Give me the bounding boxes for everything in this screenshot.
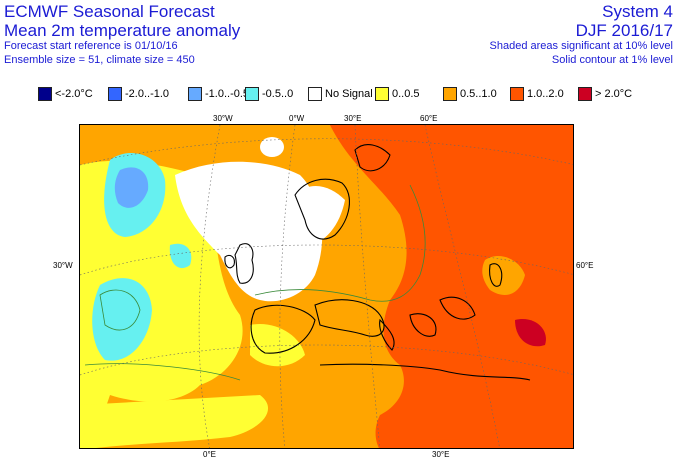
legend-swatch [578, 87, 592, 101]
significance-contour-central [254, 274, 421, 302]
legend-label: > 2.0°C [595, 88, 633, 100]
shading-note: Shaded areas significant at 10% level [489, 40, 673, 52]
coastline-ireland [224, 254, 235, 269]
lon-label-0w-top: 0°W [289, 114, 305, 123]
lon-label-30e-bottom: 30°E [432, 450, 450, 459]
legend-label: 1.0..2.0 [527, 88, 564, 100]
anomaly-zone-slight-cool-mid [169, 243, 192, 269]
anomaly-zone-no-signal-iceland [260, 137, 284, 157]
coastline-iberia [250, 304, 316, 354]
ensemble-info: Ensemble size = 51, climate size = 450 [4, 54, 195, 66]
coastline-italy [379, 318, 395, 351]
legend-label: -2.0..-1.0 [125, 88, 170, 100]
graticule-meridian-0 [279, 125, 296, 448]
legend-swatch [308, 87, 322, 101]
legend-label: 0..0.5 [392, 88, 420, 100]
significance-contour-north [409, 184, 426, 276]
coastline-caspian-sea [489, 263, 503, 287]
coastline-balkans [409, 313, 437, 337]
anomaly-map [79, 124, 574, 449]
graticule-meridian-30e [354, 125, 381, 448]
legend-swatch [38, 87, 52, 101]
anomaly-zone-slight-cool-south [92, 278, 152, 361]
graticule-meridian-30w [198, 125, 221, 448]
coastline-great-britain [234, 243, 254, 284]
lon-label-30e-top: 30°E [344, 114, 362, 123]
legend-swatch [375, 87, 389, 101]
legend-swatch [245, 87, 259, 101]
lat-label-right: 60°E [576, 261, 594, 270]
contour-note: Solid contour at 1% level [551, 54, 673, 66]
legend-swatch [108, 87, 122, 101]
lon-label-60e-top: 60°E [420, 114, 438, 123]
forecast-title: ECMWF Seasonal Forecast [4, 2, 215, 21]
anomaly-zone-very-warm [515, 319, 546, 347]
anomaly-zone-no-signal-scandinavia [295, 185, 345, 245]
significance-contour-atlantic [99, 289, 141, 331]
legend-label: No Signal [325, 88, 373, 100]
legend-label: 0.5..1.0 [460, 88, 497, 100]
anomaly-zone-cool [114, 167, 149, 208]
anomaly-zone-warm-caspian [482, 255, 525, 295]
map-canvas [80, 125, 573, 448]
graticule-parallel-3 [80, 138, 573, 166]
lat-label-left: 30°W [53, 261, 73, 270]
variable-title: Mean 2m temperature anomaly [4, 21, 241, 40]
graticule-parallel-2 [80, 344, 573, 376]
significance-contour-south [84, 363, 241, 381]
graticule-parallel-1 [80, 244, 573, 276]
legend-label: <-2.0°C [55, 88, 93, 100]
legend-swatch [443, 87, 457, 101]
period-label: DJF 2016/17 [575, 21, 673, 40]
coastline-scandinavia [294, 178, 350, 240]
anomaly-zone-slight-warm-iberia [250, 324, 305, 367]
coastline-africa-north [319, 363, 531, 381]
start-reference: Forecast start reference is 01/10/16 [4, 40, 178, 52]
legend-swatch [510, 87, 524, 101]
lon-label-0e-bottom: 0°E [203, 450, 216, 459]
lon-label-30w-top: 30°W [213, 114, 233, 123]
legend-swatch [188, 87, 202, 101]
coastline-northern-fragment [354, 144, 391, 172]
coastline-mediterranean-north [314, 299, 385, 337]
legend-label: -0.5..0 [262, 88, 294, 100]
legend-label: -1.0..-0.5 [205, 88, 250, 100]
system-label: System 4 [602, 2, 673, 21]
graticule-meridian-60e [424, 125, 500, 448]
coastline-black-sea [439, 296, 476, 320]
anomaly-zone-slight-warm-south [80, 395, 269, 448]
anomaly-zone-no-signal-atlantic [175, 161, 323, 302]
